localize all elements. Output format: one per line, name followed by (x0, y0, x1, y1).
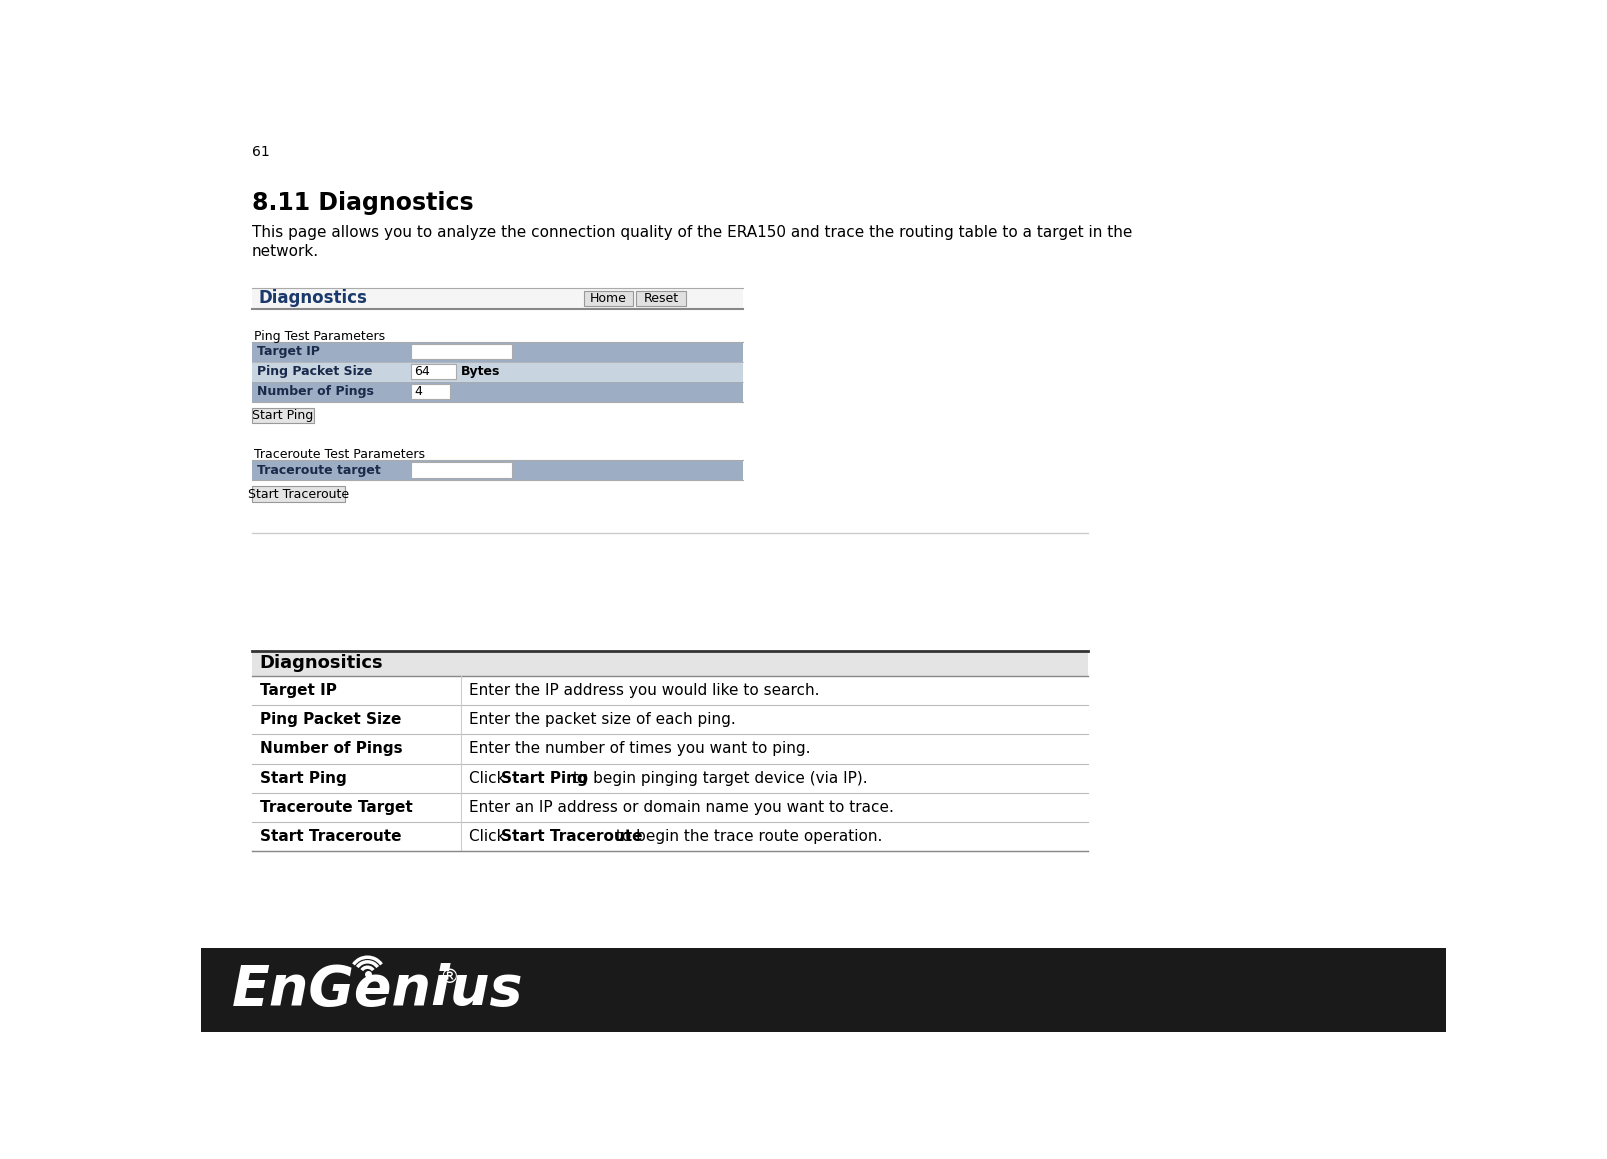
Text: ®: ® (440, 968, 460, 986)
Text: Start Traceroute: Start Traceroute (501, 829, 643, 844)
Text: Start Ping: Start Ping (501, 771, 588, 786)
Text: Ping Packet Size: Ping Packet Size (260, 712, 402, 727)
Text: Ping Test Parameters: Ping Test Parameters (254, 329, 384, 343)
Text: Home: Home (590, 292, 627, 305)
Text: Target IP: Target IP (257, 345, 320, 358)
Bar (252, 408, 313, 423)
Text: Enter the IP address you would like to search.: Enter the IP address you would like to s… (469, 683, 820, 698)
Text: Reset: Reset (644, 292, 678, 305)
Bar (252, 342, 744, 362)
Text: Number of Pings: Number of Pings (257, 385, 373, 399)
Text: network.: network. (252, 243, 320, 258)
Bar (411, 384, 450, 400)
Bar (411, 364, 456, 379)
Text: Start Ping: Start Ping (260, 771, 347, 786)
Text: Enter an IP address or domain name you want to trace.: Enter an IP address or domain name you w… (469, 800, 893, 815)
Text: Start Traceroute: Start Traceroute (247, 488, 349, 501)
Text: Traceroute Target: Traceroute Target (260, 800, 413, 815)
Bar (201, 948, 1446, 1032)
Bar (252, 793, 1088, 822)
Text: Traceroute target: Traceroute target (257, 464, 381, 476)
Text: Enter the number of times you want to ping.: Enter the number of times you want to pi… (469, 742, 810, 757)
Bar (252, 764, 1088, 793)
Text: Diagnostics: Diagnostics (259, 290, 366, 307)
Text: Ping Packet Size: Ping Packet Size (257, 365, 373, 378)
Text: to begin pinging target device (via IP).: to begin pinging target device (via IP). (569, 771, 868, 786)
Bar (252, 676, 1088, 705)
Bar (252, 735, 1088, 764)
Bar (583, 291, 633, 306)
Text: Start Ping: Start Ping (252, 409, 313, 422)
Text: 8.11 Diagnostics: 8.11 Diagnostics (252, 191, 474, 216)
Bar (411, 344, 511, 359)
Bar (252, 822, 1088, 852)
Bar (252, 705, 1088, 735)
Text: 4: 4 (415, 385, 423, 399)
Bar (252, 651, 1088, 676)
Text: to begin the trace route operation.: to begin the trace route operation. (611, 829, 882, 844)
Text: Click: Click (469, 829, 511, 844)
Text: Start Traceroute: Start Traceroute (260, 829, 402, 844)
Bar (252, 381, 744, 402)
Text: Traceroute Test Parameters: Traceroute Test Parameters (254, 449, 424, 461)
Bar (252, 287, 744, 309)
Text: EnGenius: EnGenius (231, 962, 524, 1016)
Bar (411, 462, 511, 478)
Text: Target IP: Target IP (260, 683, 336, 698)
Text: Bytes: Bytes (461, 365, 500, 378)
Text: 61: 61 (252, 145, 270, 159)
Text: Click: Click (469, 771, 511, 786)
Bar (252, 487, 346, 502)
Text: 64: 64 (415, 365, 429, 378)
Bar (636, 291, 686, 306)
Text: Enter the packet size of each ping.: Enter the packet size of each ping. (469, 712, 736, 727)
Bar (252, 362, 744, 381)
Bar (252, 460, 744, 480)
Text: Number of Pings: Number of Pings (260, 742, 402, 757)
Text: Diagnositics: Diagnositics (260, 655, 384, 672)
Text: This page allows you to analyze the connection quality of the ERA150 and trace t: This page allows you to analyze the conn… (252, 225, 1133, 240)
